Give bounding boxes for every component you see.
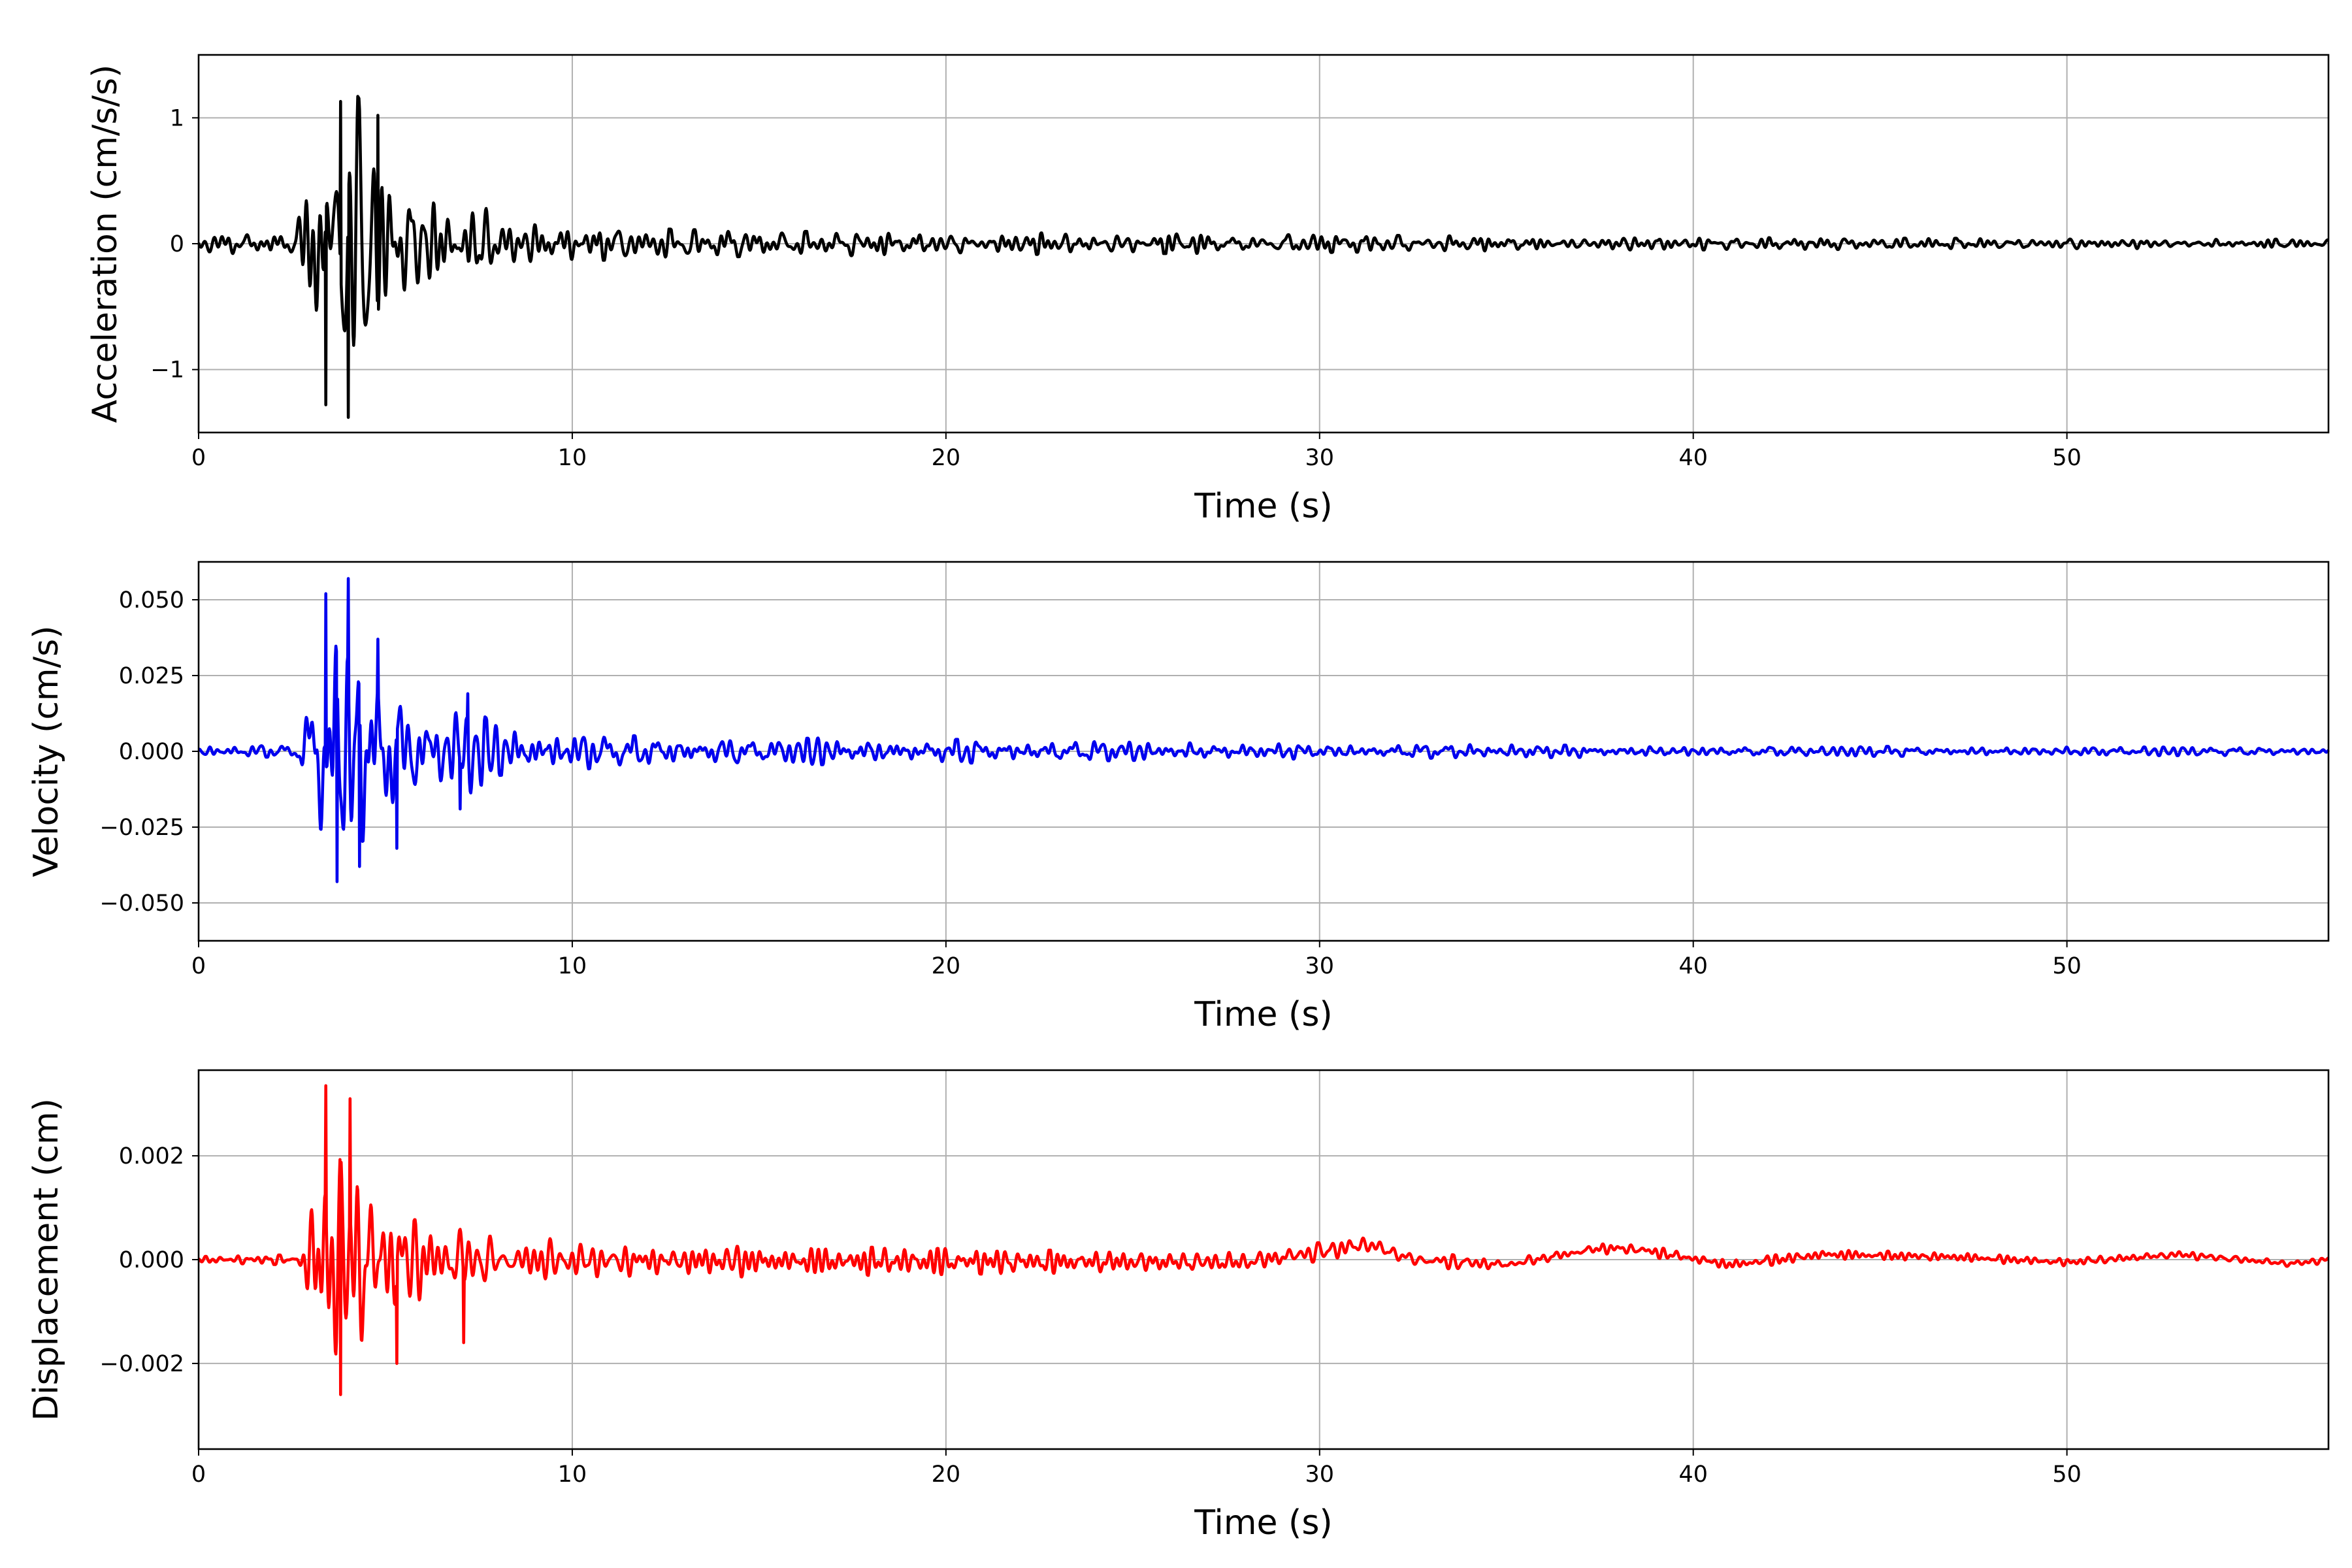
x-tick-label: 20 <box>932 1462 961 1488</box>
acceleration-series-line <box>197 95 2330 419</box>
x-axis-label: Time (s) <box>1194 1503 1332 1543</box>
x-tick-label: 50 <box>2052 445 2082 471</box>
x-tick-label: 0 <box>191 953 206 979</box>
x-tick-label: 30 <box>1305 1462 1335 1488</box>
y-tick-label: 1 <box>170 105 184 131</box>
displacement-panel: 0 10 20 30 40 50 −0.002 0.000 0.002 Time (s) Displ… <box>27 1069 2330 1543</box>
x-axis-label: Time (s) <box>1194 487 1332 526</box>
x-tick-label: 30 <box>1305 445 1335 471</box>
x-tick-label: 10 <box>558 445 587 471</box>
x-tick-label: 40 <box>1678 445 1708 471</box>
y-tick-label: −0.050 <box>99 890 184 917</box>
x-tick-label: 50 <box>2052 1462 2082 1488</box>
x-axis-label: Time (s) <box>1194 995 1332 1034</box>
y-axis-label: Acceleration (cm/s/s) <box>86 65 125 423</box>
x-tick-label: 30 <box>1305 953 1335 979</box>
y-tick-label: −0.025 <box>99 815 184 841</box>
displacement-series-line <box>197 1084 2330 1396</box>
y-axis-label: Velocity (cm/s) <box>27 626 66 877</box>
y-tick-label: 0.000 <box>119 739 184 765</box>
velocity-series-line <box>197 577 2330 883</box>
x-tick-label: 50 <box>2052 953 2082 979</box>
y-tick-label: 0 <box>170 231 184 257</box>
y-axis-label: Displacement (cm) <box>27 1098 66 1421</box>
x-tick-label: 20 <box>932 445 961 471</box>
x-tick-label: 20 <box>932 953 961 979</box>
x-tick-label: 40 <box>1678 1462 1708 1488</box>
x-tick-label: 0 <box>191 445 206 471</box>
x-tick-label: 10 <box>558 953 587 979</box>
x-tick-label: 10 <box>558 1462 587 1488</box>
y-tick-label: −1 <box>150 357 184 384</box>
x-tick-label: 0 <box>191 1462 206 1488</box>
y-tick-label: 0.002 <box>119 1143 184 1169</box>
y-tick-label: 0.050 <box>119 587 184 613</box>
x-tick-label: 40 <box>1678 953 1708 979</box>
y-tick-label: 0.025 <box>119 663 184 689</box>
y-tick-label: 0.000 <box>119 1247 184 1273</box>
acceleration-panel: 0 10 20 30 40 50 −1 0 1 Time (s) Acceleration (cm/… <box>86 54 2330 526</box>
velocity-panel: 0 10 20 30 40 50 −0.050 −0.025 0.000 0.025 0.050 Ti… <box>27 561 2330 1034</box>
y-tick-label: −0.002 <box>99 1351 184 1377</box>
